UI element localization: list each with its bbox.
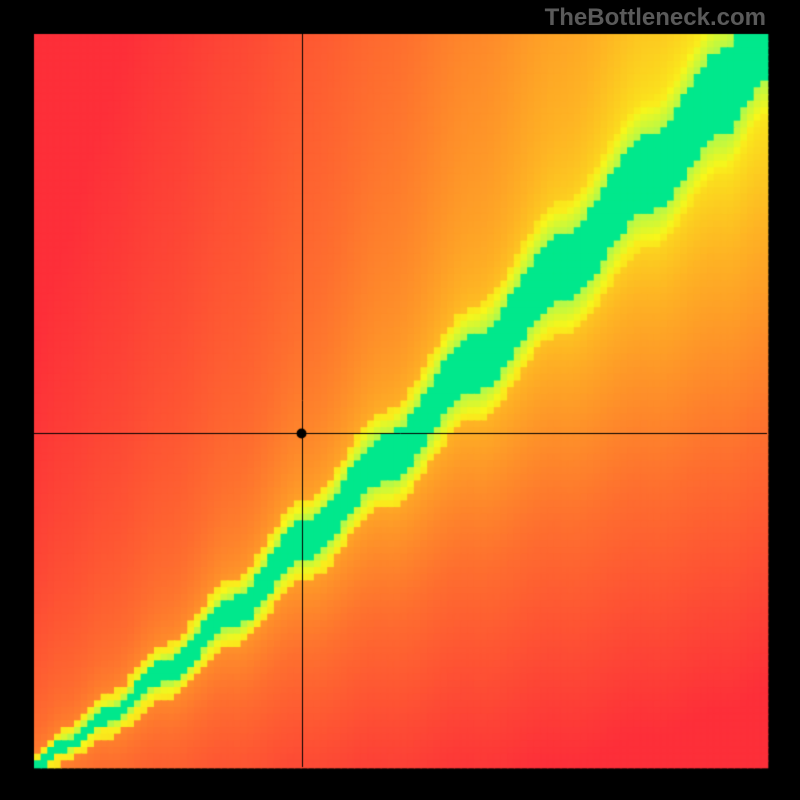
chart-container: TheBottleneck.com [0, 0, 800, 800]
watermark-text: TheBottleneck.com [545, 4, 766, 32]
bottleneck-heatmap [0, 0, 800, 800]
